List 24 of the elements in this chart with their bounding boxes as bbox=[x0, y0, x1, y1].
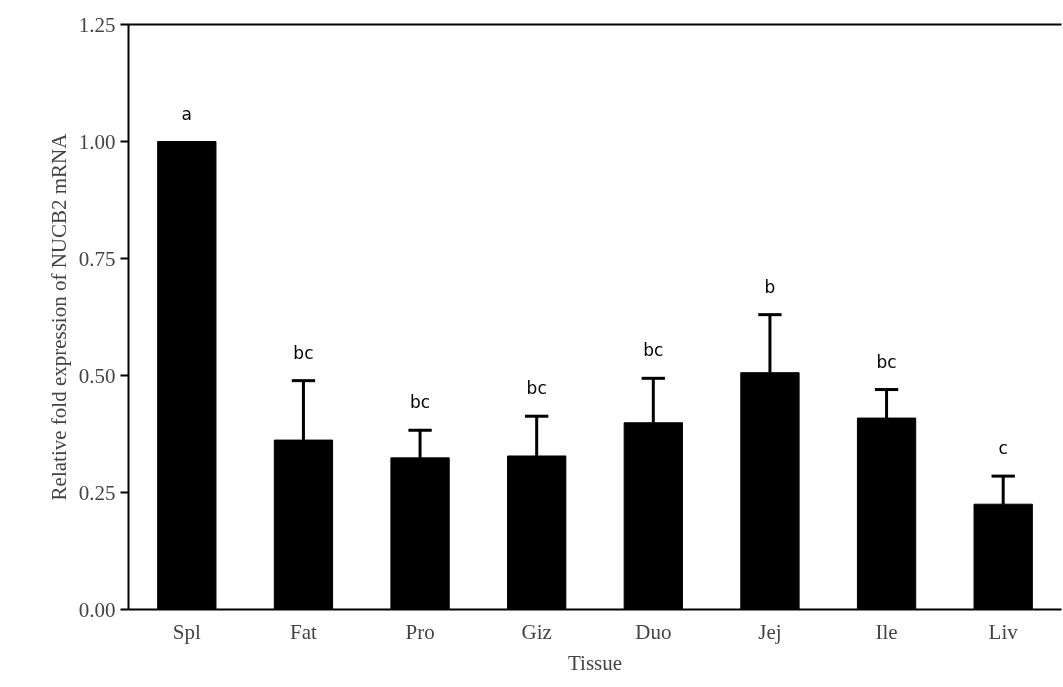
annotation: bc bbox=[876, 351, 897, 372]
y-tick-label: 0.75 bbox=[78, 246, 116, 271]
x-tick-label: Jej bbox=[758, 619, 782, 644]
x-tick-label: Pro bbox=[405, 619, 435, 644]
x-tick-label: Fat bbox=[290, 619, 318, 644]
annotation: c bbox=[998, 438, 1008, 459]
y-axis-title: Relative fold expression of NUCB2 mRNA bbox=[46, 132, 71, 501]
y-tick-label: 0.00 bbox=[78, 597, 116, 622]
annotation: bc bbox=[409, 392, 431, 413]
annotation: bc bbox=[526, 378, 547, 399]
x-tick-label: Duo bbox=[635, 619, 672, 644]
y-tick-label: 0.25 bbox=[78, 480, 116, 505]
annotation: a bbox=[181, 103, 193, 124]
x-tick-label: Giz bbox=[521, 619, 552, 644]
annotation: b bbox=[764, 276, 776, 297]
y-tick-label: 0.50 bbox=[78, 363, 116, 388]
x-tick-label: Liv bbox=[988, 619, 1019, 644]
y-tick-label: 1.25 bbox=[78, 12, 116, 37]
x-tick-label: Ile bbox=[875, 619, 898, 644]
annotation: bc bbox=[643, 340, 664, 361]
x-axis-title: Tissue bbox=[567, 650, 623, 675]
y-tick-label: 1.00 bbox=[78, 129, 116, 154]
x-tick-label: Spl bbox=[172, 619, 201, 644]
annotation: bc bbox=[293, 342, 314, 363]
